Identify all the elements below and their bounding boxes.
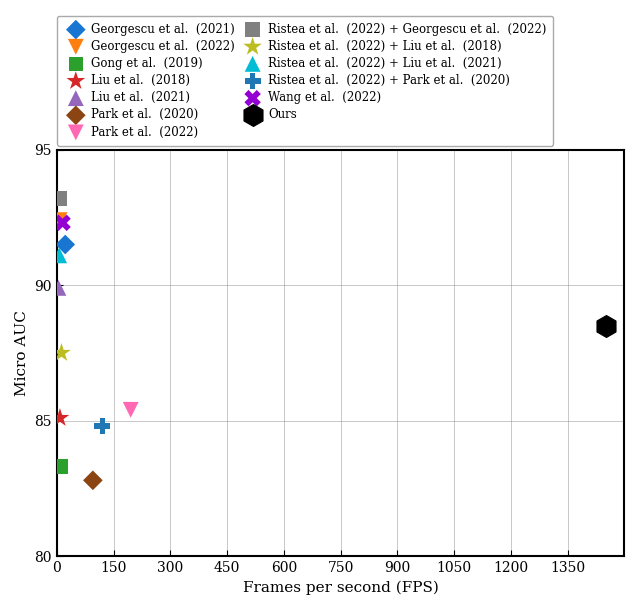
Georgescu et al.  (2022) xyxy=(54,215,65,225)
Ristea et al.  (2022) + Georgescu et al.  (2022) xyxy=(54,193,65,203)
Ristea et al.  (2022) + Liu et al.  (2018) xyxy=(56,348,67,358)
Gong et al.  (2019) xyxy=(55,462,65,472)
Park et al.  (2020) xyxy=(88,475,98,485)
Wang et al.  (2022) xyxy=(58,218,68,228)
Georgescu et al.  (2021) xyxy=(60,240,70,249)
Legend: Georgescu et al.  (2021), Georgescu et al.  (2022), Gong et al.  (2019), Liu et : Georgescu et al. (2021), Georgescu et al… xyxy=(57,16,554,146)
Liu et al.  (2021) xyxy=(53,283,63,293)
Ristea et al.  (2022) + Liu et al.  (2021) xyxy=(54,251,64,260)
X-axis label: Frames per second (FPS): Frames per second (FPS) xyxy=(243,581,438,595)
Ours xyxy=(600,321,611,331)
Ristea et al.  (2022) + Park et al.  (2020) xyxy=(97,422,108,431)
Liu et al.  (2018) xyxy=(55,413,65,423)
Y-axis label: Micro AUC: Micro AUC xyxy=(15,310,29,396)
Park et al.  (2022) xyxy=(125,405,136,415)
